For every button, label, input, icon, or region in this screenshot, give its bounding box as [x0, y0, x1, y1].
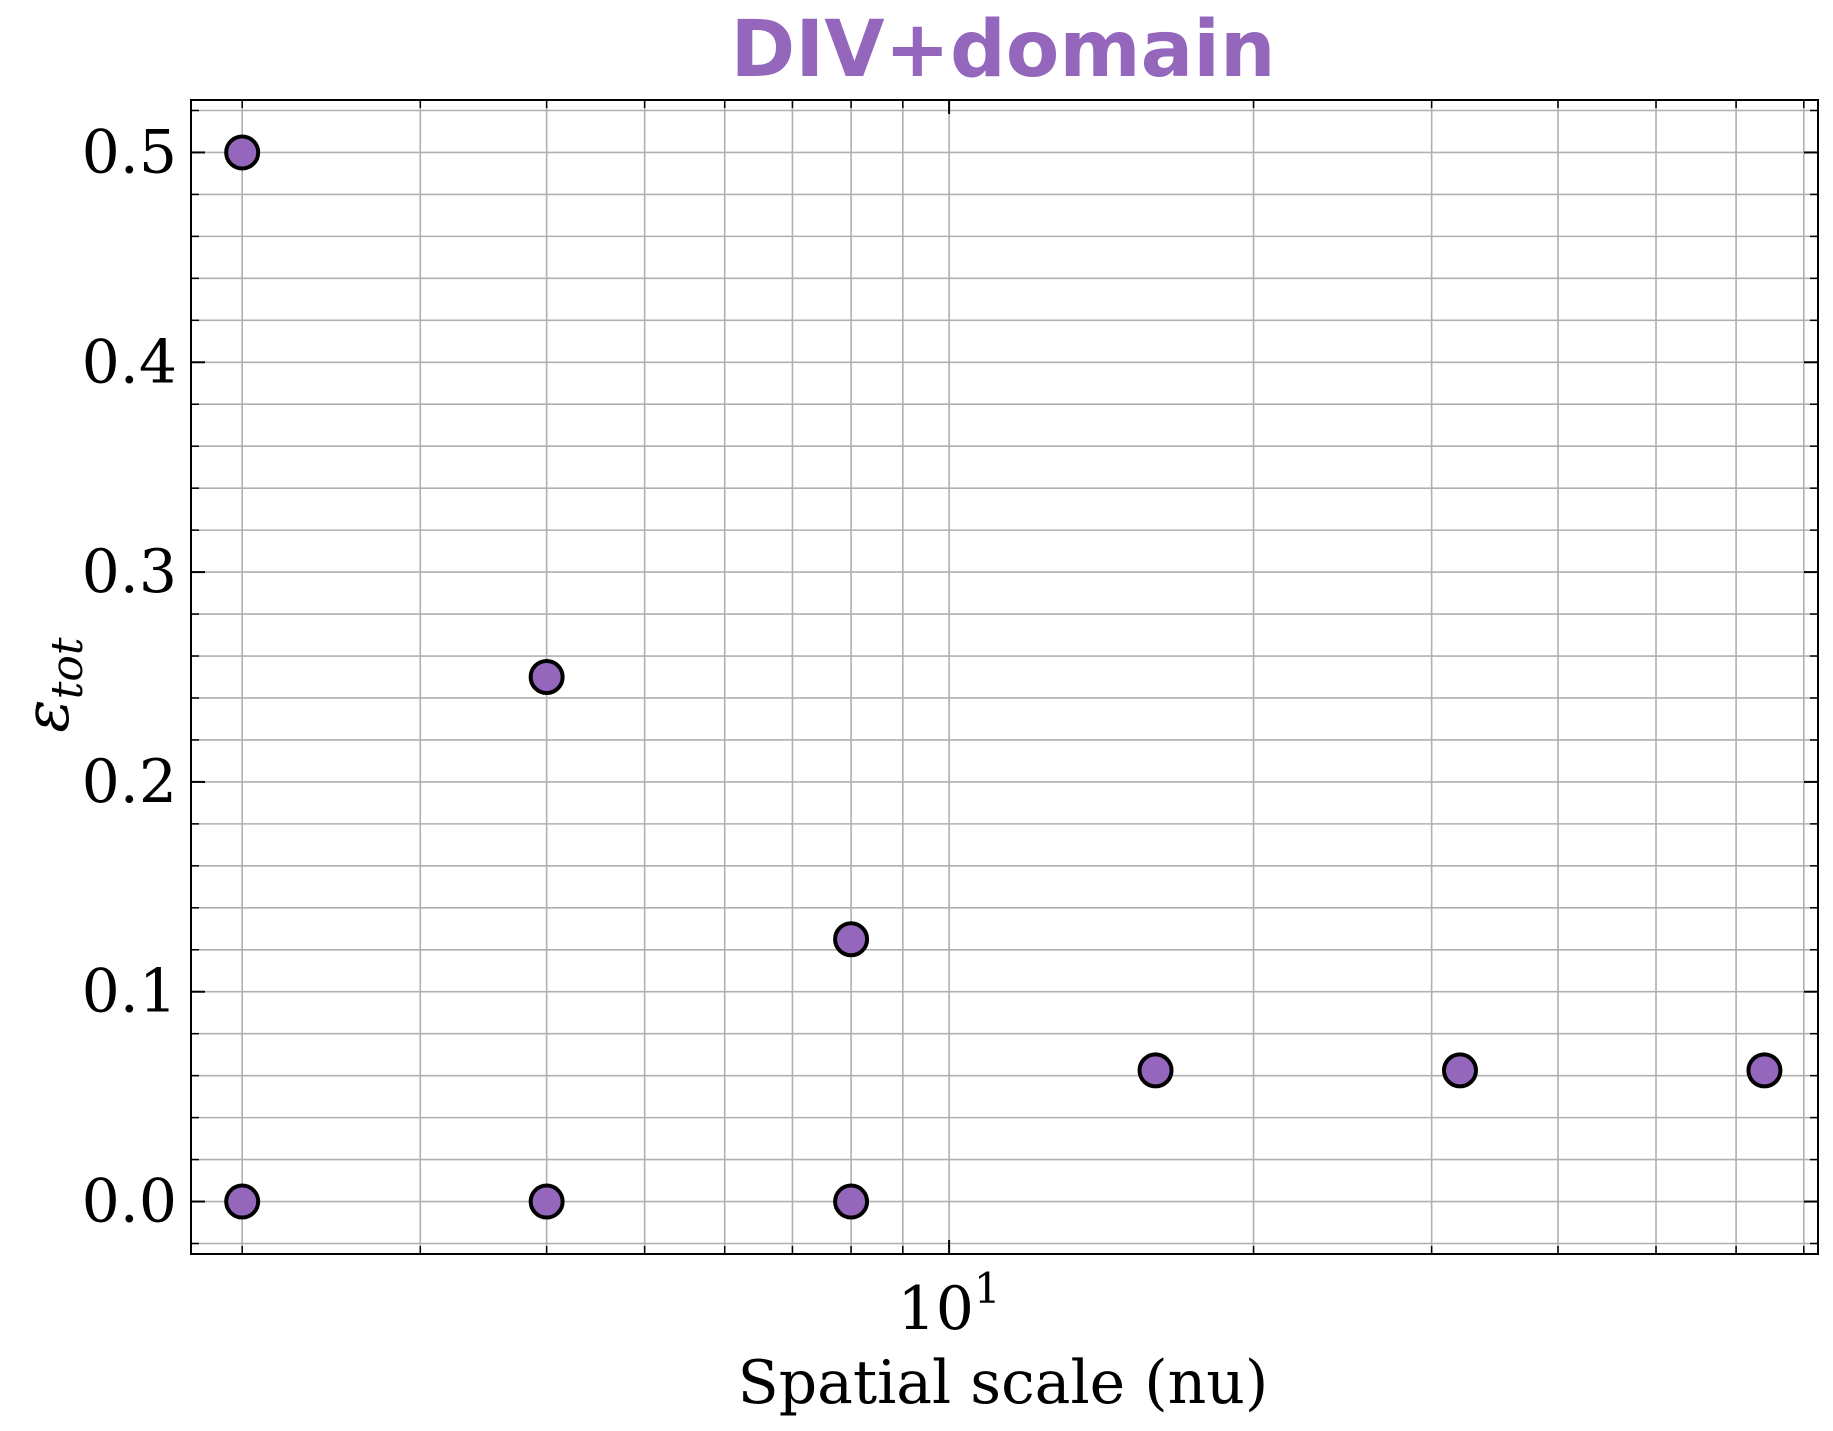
y-tick-label: 0.1 — [82, 957, 177, 1027]
y-axis-label: εtot — [10, 637, 93, 732]
y-tick-label: 0.4 — [82, 327, 177, 397]
y-tick-label: 0.3 — [82, 537, 177, 607]
y-axis-label-subscript: tot — [42, 637, 93, 699]
x-tick-label: 101 — [898, 1264, 1001, 1344]
x-axis-label: Spatial scale (nu) — [738, 1348, 1269, 1418]
y-tick-label: 0.2 — [82, 747, 177, 817]
data-point — [224, 134, 261, 171]
y-tick-label: 0.5 — [82, 117, 177, 187]
y-tick-label: 0.0 — [82, 1167, 177, 1237]
data-point — [833, 1183, 870, 1220]
x-tick-labels: 101 — [898, 1264, 1001, 1344]
y-tick-labels: 0.0 0.1 0.2 0.3 0.4 0.5 — [82, 117, 177, 1236]
data-point — [833, 921, 870, 958]
grid — [191, 100, 1818, 1254]
data-points — [224, 134, 1783, 1220]
y-axis-label-symbol: ε — [10, 699, 83, 732]
plot-frame — [190, 99, 1819, 1255]
data-point — [1137, 1052, 1174, 1089]
data-point — [1746, 1052, 1783, 1089]
axis-ticks — [191, 100, 1818, 1254]
data-point — [528, 659, 565, 695]
chart-title: DIV+domain — [730, 5, 1275, 95]
data-point — [528, 1183, 565, 1220]
data-point — [224, 1183, 261, 1220]
data-point — [1441, 1052, 1478, 1089]
